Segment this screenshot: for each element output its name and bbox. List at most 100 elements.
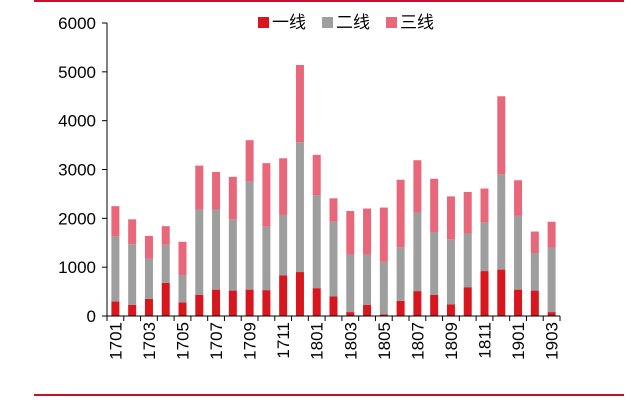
bar-segment-2-1701 xyxy=(111,236,120,302)
bar-segment-3-1812 xyxy=(497,96,506,175)
bar-segment-3-1802 xyxy=(329,198,338,222)
bar-segment-1-1803 xyxy=(346,312,355,316)
bar-segment-1-1811 xyxy=(480,271,489,316)
bar-segment-3-1702 xyxy=(128,219,137,245)
x-tick-label: 1701 xyxy=(106,322,125,360)
x-tick-label: 1805 xyxy=(375,322,394,360)
bar-segment-3-1712 xyxy=(295,64,304,143)
bar-segment-1-1701 xyxy=(111,301,120,316)
y-tick-label: 0 xyxy=(87,307,96,326)
bar-segment-3-1705 xyxy=(178,241,187,275)
bar-segment-2-1705 xyxy=(178,274,187,303)
bar-segment-2-1901 xyxy=(514,215,523,290)
bar-segment-3-1711 xyxy=(279,158,288,215)
legend-swatch-3 xyxy=(386,17,397,28)
bar-segment-3-1810 xyxy=(463,191,472,234)
bar-segment-2-1802 xyxy=(329,221,338,297)
bar-segment-1-1709 xyxy=(245,289,254,316)
bar-segment-1-1903 xyxy=(547,312,556,316)
x-tick-label: 1801 xyxy=(308,322,327,360)
y-tick-label: 2000 xyxy=(58,209,96,228)
bar-segment-3-1804 xyxy=(363,208,372,255)
y-tick-label: 6000 xyxy=(58,14,96,33)
bar-segment-2-1711 xyxy=(279,214,288,276)
bar-segment-1-1707 xyxy=(212,289,221,316)
legend-label-1: 一线 xyxy=(272,13,306,32)
bar-segment-2-1804 xyxy=(363,254,372,305)
bar-segment-2-1703 xyxy=(144,258,153,299)
x-tick-label: 1811 xyxy=(476,322,495,359)
bar-segment-1-1705 xyxy=(178,302,187,316)
bar-segment-1-1804 xyxy=(363,304,372,316)
bar-segment-3-1809 xyxy=(446,196,455,240)
bar-segment-1-1702 xyxy=(128,304,137,316)
legend: 一线 二线 三线 xyxy=(258,13,434,32)
bar-segment-3-1709 xyxy=(245,140,254,182)
x-tick-label: 1901 xyxy=(509,322,528,360)
x-axis: 1701 1703 1705 1707 1709 1711 1801 1803 1805 1807… xyxy=(106,315,562,360)
bar-segment-1-1710 xyxy=(262,290,271,316)
bar-segment-1-1805 xyxy=(379,314,388,316)
bar-segment-1-1706 xyxy=(195,295,204,316)
bar-segment-3-1805 xyxy=(379,207,388,262)
bar-segment-3-1811 xyxy=(480,188,489,223)
bar-segment-2-1808 xyxy=(430,232,439,296)
legend-label-2: 二线 xyxy=(336,13,370,32)
bar-segment-1-1901 xyxy=(514,289,523,316)
bar-segment-3-1708 xyxy=(228,176,237,220)
legend-swatch-2 xyxy=(322,17,333,28)
x-tick-label: 1705 xyxy=(174,322,193,360)
bar-segment-2-1811 xyxy=(480,222,489,272)
bar-segment-3-1701 xyxy=(111,206,120,237)
bar-segment-3-1903 xyxy=(547,221,556,248)
x-tick-label: 1711 xyxy=(274,322,293,359)
bar-segment-1-1902 xyxy=(530,290,539,316)
bar-segment-1-1802 xyxy=(329,296,338,316)
bar-segment-3-1902 xyxy=(530,231,539,254)
bar-segment-2-1710 xyxy=(262,226,271,291)
bar-segment-1-1809 xyxy=(446,304,455,316)
y-axis: 0 1000 2000 3000 4000 5000 6000 xyxy=(58,14,108,326)
y-tick-label: 1000 xyxy=(58,258,96,277)
bar-segment-2-1806 xyxy=(396,247,405,301)
y-tick-label: 4000 xyxy=(58,112,96,131)
bar-segment-2-1704 xyxy=(161,244,170,283)
bar-segment-1-1801 xyxy=(312,288,321,316)
x-tick-label: 1903 xyxy=(543,322,562,360)
bar-segment-3-1807 xyxy=(413,160,422,213)
bar-segment-2-1807 xyxy=(413,212,422,292)
bar-segment-1-1708 xyxy=(228,290,237,316)
bar-segment-2-1709 xyxy=(245,181,254,290)
bar-segment-3-1704 xyxy=(161,226,170,245)
bar-segment-1-1810 xyxy=(463,287,472,316)
bar-segment-2-1810 xyxy=(463,233,472,288)
bar-segment-3-1710 xyxy=(262,163,271,227)
bar-segment-2-1707 xyxy=(212,209,221,290)
bar-segment-2-1801 xyxy=(312,195,321,289)
x-tick-label: 1709 xyxy=(241,322,260,360)
x-tick-label: 1707 xyxy=(207,322,226,360)
bar-segment-2-1809 xyxy=(446,239,455,305)
bar-segment-2-1708 xyxy=(228,219,237,291)
bar-segment-1-1812 xyxy=(497,269,506,316)
y-tick-label: 5000 xyxy=(58,63,96,82)
bar-segment-2-1805 xyxy=(379,261,388,315)
legend-label-3: 三线 xyxy=(400,13,434,32)
bar-segment-3-1901 xyxy=(514,180,523,216)
bar-segment-3-1707 xyxy=(212,171,221,210)
bars xyxy=(111,64,556,316)
bar-segment-2-1903 xyxy=(547,247,556,313)
bar-segment-1-1806 xyxy=(396,300,405,316)
bar-segment-3-1806 xyxy=(396,179,405,248)
bar-segment-1-1711 xyxy=(279,275,288,316)
bar-segment-2-1706 xyxy=(195,209,204,296)
bar-segment-3-1706 xyxy=(195,165,204,210)
bar-segment-1-1712 xyxy=(295,272,304,316)
x-tick-label: 1703 xyxy=(140,322,159,360)
bar-segment-2-1803 xyxy=(346,254,355,313)
x-tick-label: 1809 xyxy=(442,322,461,360)
bar-segment-3-1808 xyxy=(430,178,439,233)
bar-segment-3-1801 xyxy=(312,154,321,196)
bar-segment-3-1803 xyxy=(346,211,355,255)
